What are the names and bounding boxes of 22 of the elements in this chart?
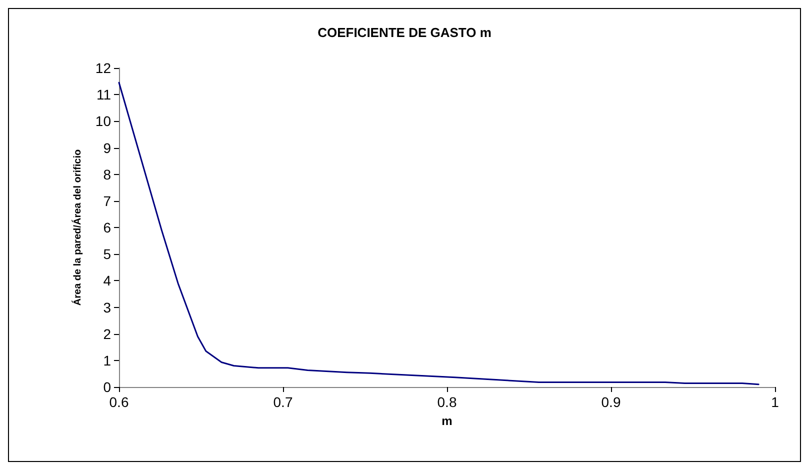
x-tick-label: 0.9 — [601, 394, 621, 410]
y-tick-label: 1 — [103, 352, 112, 368]
x-tick-label: 0.8 — [437, 394, 457, 410]
y-tick-label: 10 — [95, 113, 112, 130]
y-axis-title: Área de la pared/Área del orificio — [72, 149, 84, 306]
x-tick-label: 1 — [771, 394, 780, 410]
y-tick-label: 6 — [103, 220, 112, 236]
x-tick-label: 0.6 — [109, 394, 129, 410]
y-tick-label: 8 — [103, 166, 112, 182]
y-tick-label: 11 — [96, 86, 112, 103]
y-tick-label: 12 — [95, 60, 112, 76]
line-series — [118, 82, 760, 386]
y-tick-label: 3 — [103, 299, 112, 316]
y-tick-label: 0 — [103, 379, 112, 395]
x-tick-label: 0.7 — [273, 394, 293, 410]
y-tick-label: 5 — [103, 246, 112, 262]
y-tick-label: 9 — [103, 140, 112, 156]
y-tick-label: 7 — [103, 192, 112, 209]
chart-title: COEFICIENTE DE GASTO m — [318, 25, 492, 40]
y-tick-label: 4 — [103, 272, 112, 289]
x-axis-title: m — [442, 414, 452, 428]
y-tick-label: 2 — [103, 326, 112, 342]
